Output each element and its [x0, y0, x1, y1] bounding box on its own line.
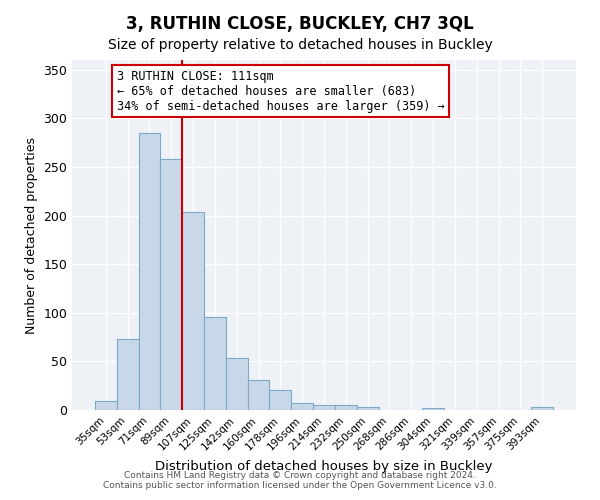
Bar [95, 401, 117, 410]
Bar [531, 407, 553, 410]
Bar [422, 408, 444, 410]
Bar [335, 405, 357, 410]
Bar [291, 403, 313, 410]
Bar [226, 358, 248, 410]
Y-axis label: Number of detached properties: Number of detached properties [25, 136, 38, 334]
Bar [357, 407, 379, 410]
Bar [269, 390, 291, 410]
Bar [139, 133, 160, 410]
Text: Contains HM Land Registry data © Crown copyright and database right 2024.
Contai: Contains HM Land Registry data © Crown c… [103, 470, 497, 490]
Bar [248, 380, 269, 410]
X-axis label: Distribution of detached houses by size in Buckley: Distribution of detached houses by size … [155, 460, 493, 473]
Bar [313, 405, 335, 410]
Bar [182, 212, 204, 410]
Bar [160, 159, 182, 410]
Text: 3, RUTHIN CLOSE, BUCKLEY, CH7 3QL: 3, RUTHIN CLOSE, BUCKLEY, CH7 3QL [126, 15, 474, 33]
Bar [204, 316, 226, 410]
Text: Size of property relative to detached houses in Buckley: Size of property relative to detached ho… [107, 38, 493, 52]
Bar [117, 339, 139, 410]
Text: 3 RUTHIN CLOSE: 111sqm
← 65% of detached houses are smaller (683)
34% of semi-de: 3 RUTHIN CLOSE: 111sqm ← 65% of detached… [117, 70, 445, 112]
